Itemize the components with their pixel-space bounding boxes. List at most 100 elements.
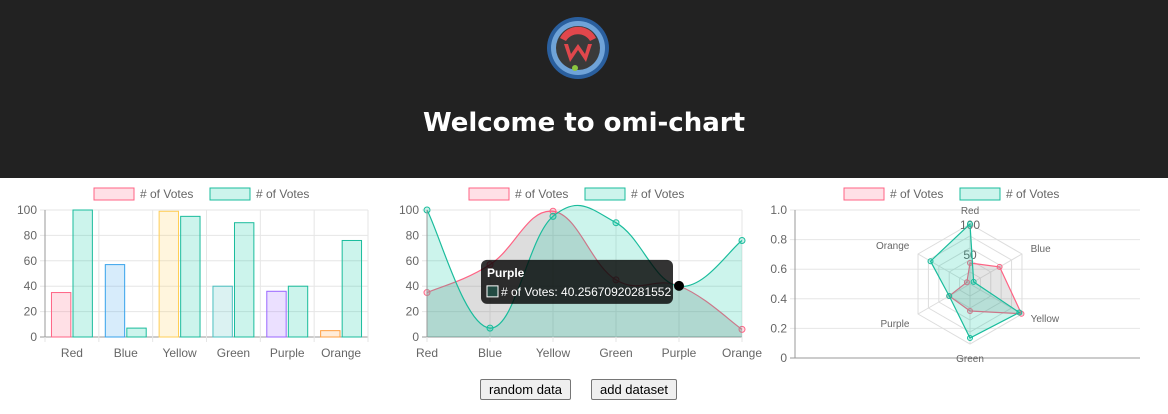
data-point — [946, 293, 953, 299]
bar — [212, 285, 233, 338]
omi-logo-icon — [547, 17, 609, 79]
legend-swatch — [959, 187, 1001, 201]
bar — [180, 215, 201, 338]
data-point — [996, 263, 1003, 270]
x-tick-label: Green — [217, 346, 250, 360]
radar-spoke — [917, 253, 971, 285]
bar — [287, 285, 309, 338]
tooltip-box — [481, 259, 673, 304]
tooltip: Purple # of Votes: 40.25670920281552 — [481, 259, 684, 304]
legend-label: # of Votes — [631, 187, 684, 201]
tooltip-swatch — [486, 285, 499, 298]
x-tick-label: Purple — [662, 346, 697, 360]
bar — [126, 327, 147, 338]
legend-swatch — [843, 187, 885, 201]
data-point — [549, 212, 557, 220]
data-point — [1016, 309, 1023, 316]
y-tick-label: 0 — [30, 330, 37, 344]
bars — [50, 209, 363, 338]
header-banner: Welcome to omi-chart — [0, 0, 1168, 178]
radar-labels: Red Blue Yellow Green Purple Orange — [876, 206, 1060, 365]
area-chart: # of Votes # of Votes 0 20 40 60 80 100 Red Blue… — [399, 187, 762, 360]
legend-label: # of Votes — [515, 187, 568, 201]
y-tick-label: 20 — [406, 305, 420, 319]
y-tick-label: 0.8 — [770, 233, 787, 247]
page-title: Welcome to omi-chart — [422, 108, 746, 138]
chart-legend: # of Votes # of Votes — [468, 187, 684, 201]
chart-legend: # of Votes # of Votes — [843, 187, 1059, 201]
data-point — [967, 308, 973, 314]
x-tick-label: Orange — [321, 346, 361, 360]
axes: 0 20 40 60 80 100 Red Blue Yellow Green Purple Oran… — [17, 203, 361, 360]
bar — [320, 330, 341, 338]
y-tick-label: 20 — [24, 305, 38, 319]
radar-category-label: Yellow — [1031, 314, 1060, 325]
radar-polygon — [929, 222, 1021, 339]
x-tick-label: Orange — [722, 346, 762, 360]
legend-label: # of Votes — [256, 187, 309, 201]
radar-spoke — [917, 283, 971, 315]
tooltip-label: # of Votes: 40.25670920281552 — [501, 285, 671, 299]
bar — [341, 239, 363, 338]
bar — [72, 209, 93, 338]
data-point — [967, 221, 973, 227]
legend-swatch — [468, 187, 510, 201]
y-tick-label: 0 — [780, 351, 787, 365]
x-tick-label: Purple — [270, 346, 305, 360]
x-tick-label: Yellow — [536, 346, 571, 360]
y-tick-label: 1.0 — [770, 203, 787, 217]
x-tick-label: Red — [416, 346, 438, 360]
x-tick-label: Blue — [114, 346, 138, 360]
x-tick-label: Red — [61, 346, 83, 360]
radar-tick-label: 50 — [963, 248, 977, 262]
legend-swatch — [93, 187, 135, 201]
radar-series — [927, 221, 1025, 341]
y-tick-label: 60 — [406, 254, 420, 268]
radar-category-label: Orange — [876, 241, 910, 252]
chart-legend: # of Votes # of Votes — [93, 187, 309, 201]
bar — [233, 222, 255, 338]
data-point — [927, 258, 934, 265]
y-tick-label: 0.6 — [770, 262, 787, 276]
legend-swatch — [584, 187, 626, 201]
y-tick-label: 40 — [406, 279, 420, 293]
radar-category-label: Red — [961, 206, 979, 217]
data-point — [738, 236, 746, 244]
bar — [50, 292, 72, 338]
y-tick-label: 0.2 — [770, 321, 787, 335]
axes: 0 20 40 60 80 100 Red Blue Yellow Green Purple Oran… — [399, 203, 762, 360]
tooltip-title: Purple — [487, 266, 525, 280]
data-point — [612, 219, 620, 227]
radar-category-label: Purple — [880, 319, 909, 330]
legend-swatch — [209, 187, 251, 201]
radar-category-label: Green — [956, 354, 984, 365]
y-tick-label: 0 — [412, 330, 419, 344]
bar — [104, 264, 126, 338]
y-tick-label: 80 — [406, 228, 420, 242]
radar-spoke — [969, 253, 1023, 285]
bar-chart: # of Votes # of Votes 0 20 40 60 80 100 Red Blue… — [17, 187, 369, 360]
legend-label: # of Votes — [140, 187, 193, 201]
bar — [158, 210, 180, 338]
data-point — [967, 335, 973, 341]
legend-label: # of Votes — [890, 187, 943, 201]
data-point — [738, 325, 746, 333]
y-tick-label: 40 — [24, 279, 38, 293]
radar-category-label: Blue — [1031, 244, 1051, 255]
add-dataset-button[interactable]: add dataset — [591, 379, 677, 400]
data-point — [549, 207, 557, 215]
y-tick-label: 100 — [399, 203, 419, 217]
random-data-button[interactable]: random data — [480, 379, 571, 400]
x-tick-label: Blue — [478, 346, 502, 360]
radar-web: 50100 — [917, 218, 1023, 345]
radar-polygon — [948, 262, 1023, 315]
y-tick-label: 80 — [24, 228, 38, 242]
radar-chart: # of Votes # of Votes 0 0.2 0.4 0.6 0.8 1.0 50… — [770, 187, 1140, 365]
data-point — [963, 279, 970, 286]
y-tick-label: 0.4 — [770, 292, 787, 306]
x-tick-label: Green — [599, 346, 632, 360]
data-point — [486, 324, 494, 332]
legend-label: # of Votes — [1006, 187, 1059, 201]
bar — [266, 290, 287, 338]
y-tick-label: 100 — [17, 203, 37, 217]
